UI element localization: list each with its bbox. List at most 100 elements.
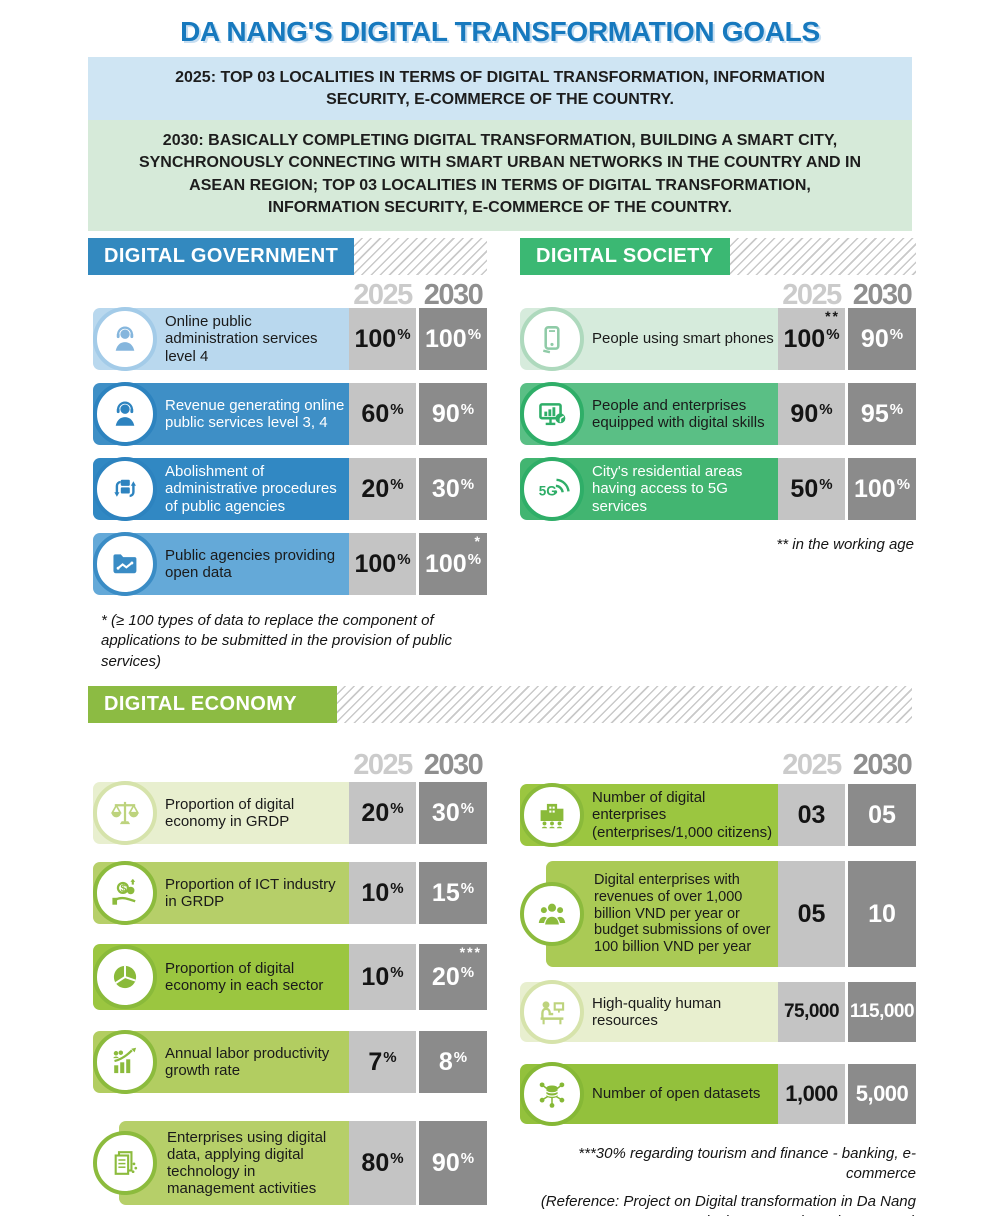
row-label: Online public administration services le… [165, 313, 318, 365]
government-footnote: * (≥ 100 types of data to replace the co… [101, 612, 453, 670]
operator-icon [93, 307, 157, 371]
year-2025-label: 2025 [782, 279, 842, 311]
section-digital-economy-right: 2025 2030 Number of digital enterprises … [520, 745, 916, 1216]
section-digital-economy-left: 2025 2030 Proportion of digital economy … [93, 745, 487, 1205]
value-2030: 100% [848, 458, 916, 520]
table-row: High-quality human resources 75,000 115,… [520, 980, 916, 1044]
value-2025: 100% [349, 308, 416, 370]
enterprises-group-icon [520, 882, 584, 946]
value-2025: 50% [778, 458, 845, 520]
value-2030: 8% [419, 1031, 487, 1093]
table-row: Enterprises using digital data, applying… [93, 1121, 487, 1205]
year-2030-label: 2030 [852, 279, 913, 311]
row-label: Number of digital enterprises (enterpris… [592, 789, 773, 841]
year-2025-label: 2025 [782, 749, 842, 781]
value-2030: 15% [419, 862, 487, 924]
row-label: People using smart phones [592, 330, 774, 348]
open-data-folder-icon [93, 532, 157, 596]
table-row: Annual labor productivity growth rate 7%… [93, 1030, 487, 1094]
table-row: People and enterprises equipped with dig… [520, 382, 916, 446]
value-2025: 60% [349, 383, 416, 445]
smartphone-hand-icon [520, 307, 584, 371]
goal-2025-text: 2025: TOP 03 LOCALITIES IN TERMS OF DIGI… [175, 69, 825, 109]
row-label: Annual labor productivity growth rate [165, 1044, 330, 1079]
value-2025: 10% [349, 944, 416, 1010]
year-2025-label: 2025 [353, 749, 413, 781]
value-2030: 100% [419, 308, 487, 370]
value-2025: 03 [778, 784, 845, 846]
value-2025: 7% [349, 1031, 416, 1093]
row-label: Proportion of digital economy in each se… [165, 959, 324, 994]
goal-2025-banner: 2025: TOP 03 LOCALITIES IN TERMS OF DIGI… [88, 57, 912, 120]
section-digital-government: DIGITAL GOVERNMENT 2025 2030 Online publ… [88, 238, 487, 672]
procedures-cycle-icon [93, 457, 157, 521]
human-resources-desk-icon [520, 980, 584, 1044]
digital-skills-monitor-icon [520, 382, 584, 446]
value-2030: * 100% [419, 533, 487, 595]
hatch-pattern [729, 238, 916, 275]
digital-docs-icon [93, 1131, 157, 1195]
value-2025: 90% [778, 383, 845, 445]
goal-2030-text: 2030: BASICALLY COMPLETING DIGITAL TRANS… [138, 131, 862, 216]
table-row: Proportion of digital economy in GRDP 20… [93, 781, 487, 845]
scales-icon [93, 781, 157, 845]
value-2025: 100% [349, 533, 416, 595]
value-2025: 75,000 [778, 982, 845, 1042]
row-label: Public agencies providing open data [165, 546, 336, 581]
value-2025: 1,000 [778, 1064, 845, 1124]
table-row: City's residential areas having access t… [520, 457, 916, 521]
table-row: Proportion of ICT industry in GRDP 10% 1… [93, 861, 487, 925]
value-2030: 90% [848, 308, 916, 370]
value-2025: 80% [349, 1121, 416, 1205]
table-row: Proportion of digital economy in each se… [93, 944, 487, 1010]
year-2030-label: 2030 [423, 749, 484, 781]
year-2030-label: 2030 [852, 749, 913, 781]
value-2030: 115,000 [848, 982, 916, 1042]
value-2030: 5,000 [848, 1064, 916, 1124]
row-label: Enterprises using digital data, applying… [167, 1128, 327, 1198]
row-label: Proportion of digital economy in GRDP [165, 795, 295, 830]
goal-2030-banner: 2030: BASICALLY COMPLETING DIGITAL TRANS… [88, 119, 912, 232]
section-title: DIGITAL GOVERNMENT [88, 238, 355, 275]
value-2025: 10% [349, 862, 416, 924]
row-label: Abolishment of administrative procedures… [165, 463, 337, 515]
section-header: DIGITAL SOCIETY [520, 238, 916, 275]
section-digital-economy-header: DIGITAL ECONOMY [88, 686, 912, 723]
year-column-headers: 2025 2030 [93, 749, 487, 781]
economy-footnote-reference: (Reference: Project on Digital transform… [540, 1192, 916, 1216]
page-title: DA NANG'S DIGITAL TRANSFORMATION GOALS [180, 16, 820, 47]
pie-chart-icon [93, 945, 157, 1009]
year-2030-label: 2030 [423, 279, 484, 311]
row-label: People and enterprises equipped with dig… [592, 396, 765, 431]
goals-banner: 2025: TOP 03 LOCALITIES IN TERMS OF DIGI… [88, 57, 912, 232]
section-digital-society: DIGITAL SOCIETY 2025 2030 People using s… [520, 238, 916, 555]
call-agent-icon [93, 382, 157, 446]
value-2030: 30% [419, 458, 487, 520]
value-2030: 90% [419, 383, 487, 445]
year-2025-label: 2025 [353, 279, 413, 311]
value-2030: 90% [419, 1121, 487, 1205]
section-header: DIGITAL ECONOMY [88, 686, 912, 723]
value-2030: 95% [848, 383, 916, 445]
table-row: Online public administration services le… [93, 307, 487, 371]
value-2030: 05 [848, 784, 916, 846]
enterprise-buildings-icon [520, 783, 584, 847]
table-row: Revenue generating online public service… [93, 382, 487, 446]
row-label: Revenue generating online public service… [165, 396, 345, 431]
money-hand-icon [93, 861, 157, 925]
value-2030: 10 [848, 861, 916, 967]
table-row: Digital enterprises with revenues of ove… [520, 861, 916, 967]
table-row: Number of open datasets 1,000 5,000 [520, 1062, 916, 1126]
5g-signal-icon [520, 457, 584, 521]
society-footnote: ** in the working age [776, 536, 914, 553]
productivity-growth-icon [93, 1030, 157, 1094]
value-2025: 20% [349, 458, 416, 520]
section-title: DIGITAL ECONOMY [88, 686, 338, 723]
row-label: Digital enterprises with revenues of ove… [594, 872, 771, 955]
table-row: Abolishment of administrative procedures… [93, 457, 487, 521]
table-row: Number of digital enterprises (enterpris… [520, 783, 916, 847]
year-column-headers: 2025 2030 [93, 279, 487, 311]
value-2025: ** 100% [778, 308, 845, 370]
open-datasets-network-icon [520, 1062, 584, 1126]
